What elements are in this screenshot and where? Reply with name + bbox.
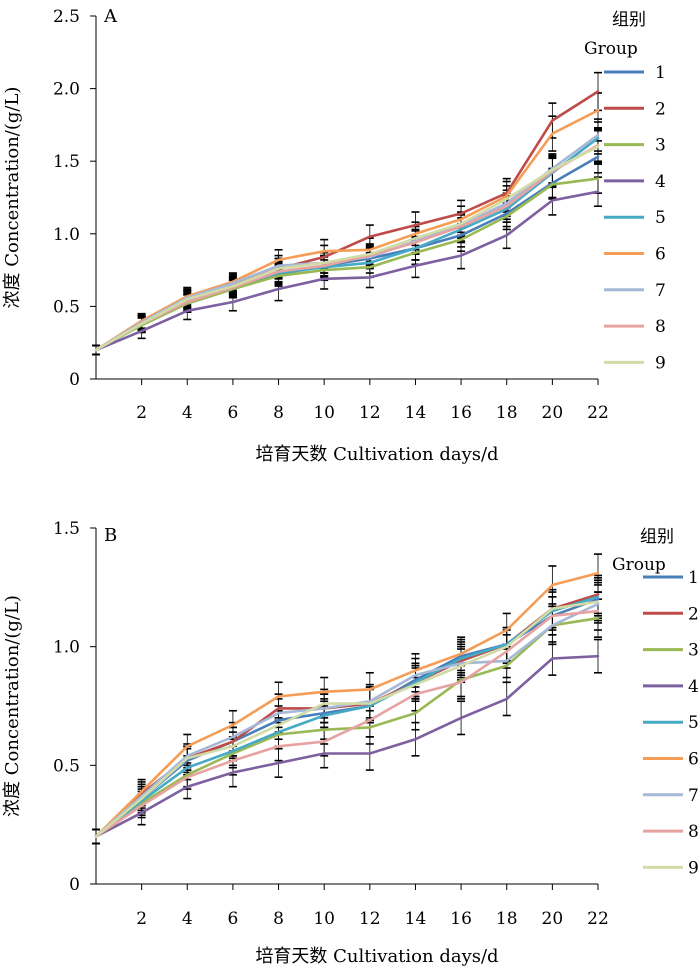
series-line-8 — [94, 143, 600, 352]
panel-label: A — [103, 6, 118, 27]
x-tick-label: 18 — [496, 403, 518, 423]
y-axis-title: 浓度 Concentration/(g/L) — [2, 595, 23, 817]
y-tick-label: 1.0 — [53, 225, 80, 245]
legend-label-1: 1 — [688, 568, 699, 588]
series-line-3 — [94, 177, 600, 352]
series-line-1 — [94, 155, 600, 352]
x-tick-label: 20 — [542, 909, 564, 929]
legend-label-3: 3 — [688, 641, 699, 661]
legend-title-en: Group — [612, 555, 666, 575]
legend-title-en: Group — [584, 39, 638, 59]
series-line-6 — [94, 571, 600, 838]
legend-title-cn: 组别 — [640, 527, 674, 547]
legend-title-cn: 组别 — [612, 10, 646, 30]
x-tick-label: 18 — [496, 909, 518, 929]
panel-label: B — [104, 525, 117, 546]
series-line-2 — [94, 593, 600, 838]
legend-label-7: 7 — [655, 281, 666, 301]
x-tick-label: 8 — [273, 909, 284, 929]
series-line-9 — [94, 600, 600, 838]
legend-label-8: 8 — [688, 822, 699, 842]
y-tick-label: 0 — [69, 875, 80, 895]
legend: 组别 Group 1 2 3 4 5 6 7 8 9 — [612, 527, 699, 878]
y-tick-label: 1.0 — [53, 638, 80, 658]
error-bars — [92, 553, 602, 845]
legend-label-2: 2 — [655, 99, 666, 119]
x-axis-title: 培育天数 Cultivation days/d — [255, 444, 498, 465]
legend-label-5: 5 — [688, 713, 699, 733]
legend-label-2: 2 — [688, 604, 699, 624]
legend-label-7: 7 — [688, 786, 699, 806]
series-line-9 — [94, 145, 600, 352]
series-line-4 — [94, 654, 600, 838]
x-tick-label: 2 — [136, 403, 147, 423]
x-tick-label: 4 — [182, 909, 193, 929]
legend-label-9: 9 — [688, 858, 699, 878]
y-axis-title: 浓度 Concentration/(g/L) — [2, 87, 23, 309]
x-tick-label: 14 — [405, 909, 427, 929]
x-tick-label: 20 — [542, 403, 564, 423]
legend-label-3: 3 — [655, 136, 666, 156]
x-tick-label: 4 — [182, 403, 193, 423]
y-tick-label: 0 — [69, 370, 80, 390]
x-tick-label: 16 — [450, 909, 472, 929]
legend-label-4: 4 — [655, 172, 666, 192]
y-tick-label: 0.5 — [53, 756, 80, 776]
legend-label-6: 6 — [655, 245, 666, 265]
x-tick-label: 12 — [359, 403, 381, 423]
x-tick-label: 2 — [136, 909, 147, 929]
x-tick-label: 6 — [227, 403, 238, 423]
legend-label-6: 6 — [688, 750, 699, 770]
x-tick-label: 6 — [227, 909, 238, 929]
x-tick-label: 10 — [313, 909, 335, 929]
series-line-4 — [94, 190, 600, 352]
x-tick-label: 16 — [450, 403, 472, 423]
x-tick-label: 14 — [405, 403, 427, 423]
y-tick-label: 2.5 — [53, 7, 80, 27]
chart-panel-A: 00.51.01.52.02.52 4 6 8 10 12 14 16 18 20 22A培育天数 … — [2, 6, 666, 465]
x-tick-label: 10 — [313, 403, 335, 423]
x-tick-label: 22 — [587, 909, 609, 929]
legend: 组别 Group 1 2 3 4 5 6 7 8 9 — [584, 10, 666, 373]
series-line-6 — [94, 109, 600, 352]
legend-label-5: 5 — [655, 208, 666, 228]
legend-label-1: 1 — [655, 63, 666, 83]
y-tick-label: 1.5 — [53, 519, 80, 539]
y-tick-label: 2.0 — [53, 80, 80, 100]
x-tick-label: 22 — [587, 403, 609, 423]
x-axis-title: 培育天数 Cultivation days/d — [255, 946, 498, 967]
legend-label-4: 4 — [688, 677, 699, 697]
series-line-3 — [94, 616, 600, 838]
y-tick-label: 0.5 — [53, 297, 80, 317]
series-line-8 — [94, 609, 600, 838]
x-tick-label: 8 — [273, 403, 284, 423]
legend-label-9: 9 — [655, 353, 666, 373]
y-tick-label: 1.5 — [53, 152, 80, 172]
legend-label-8: 8 — [655, 317, 666, 337]
x-tick-label: 12 — [359, 909, 381, 929]
